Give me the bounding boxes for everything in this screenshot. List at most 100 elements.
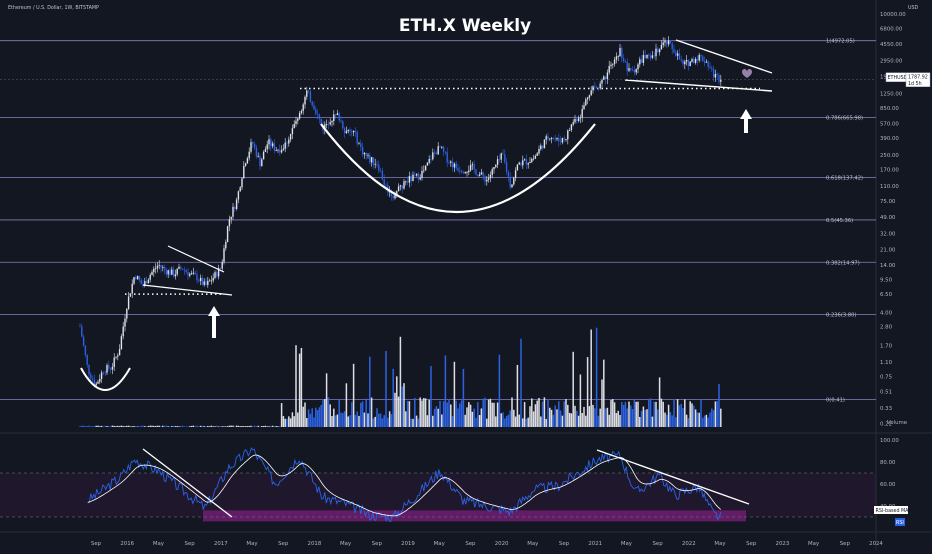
- volume-bar-343: [696, 412, 699, 427]
- candle-body-302: [622, 58, 625, 62]
- volume-bar-292: [604, 408, 607, 427]
- volume-bar-245: [520, 338, 522, 427]
- candle-body-223: [480, 172, 483, 175]
- candle-body-247: [523, 159, 526, 161]
- volume-bar-220: [475, 417, 477, 427]
- candle-body-174: [392, 195, 394, 199]
- volume-bar-112: [280, 403, 283, 427]
- candle-body-283: [588, 95, 591, 98]
- fib-label-1: 0.786(665.98): [826, 115, 863, 121]
- candle-body-232: [496, 159, 499, 165]
- candle-body-294: [608, 65, 610, 73]
- volume-bar-188: [417, 418, 420, 427]
- candle-body-224: [482, 172, 484, 177]
- y-tick-10: 170.00: [880, 168, 899, 174]
- candle-body-116: [288, 139, 290, 144]
- chart-title: ETH.X Weekly: [399, 16, 531, 36]
- x-tick-20: May: [714, 541, 726, 547]
- candle-body-188: [417, 173, 420, 180]
- volume-bar-161: [369, 356, 371, 427]
- volume-bar-93: [246, 426, 249, 427]
- candle-body-292: [604, 76, 607, 80]
- volume-bar-173: [390, 414, 393, 427]
- volume-bar-313: [642, 406, 645, 427]
- volume-bar-50: [169, 426, 171, 427]
- candle-body-261: [549, 138, 551, 140]
- candle-body-158: [363, 152, 366, 155]
- volume-bar-106: [270, 425, 272, 427]
- volume-bar-128: [309, 413, 312, 427]
- candle-body-96: [252, 142, 254, 144]
- candle-body-139: [329, 122, 331, 125]
- volume-bar-342: [694, 409, 697, 427]
- rsi-band: [0, 473, 876, 517]
- volume-bar-269: [563, 401, 565, 427]
- volume-bar-47: [163, 425, 166, 427]
- candle-body-89: [239, 187, 241, 192]
- candle-body-347: [703, 61, 706, 63]
- volume-bar-224: [482, 398, 484, 427]
- volume-bar-219: [473, 408, 475, 427]
- candle-body-195: [430, 159, 432, 160]
- volume-bar-227: [487, 399, 490, 427]
- volume-bar-15: [106, 426, 108, 427]
- candle-body-39: [149, 274, 151, 280]
- volume-bar-88: [237, 425, 240, 427]
- volume-bar-116: [288, 416, 290, 427]
- volume-bar-85: [232, 425, 234, 427]
- candle-body-6: [90, 374, 92, 379]
- candle-body-244: [518, 162, 520, 165]
- volume-bar-79: [221, 426, 223, 427]
- volume-bar-352: [712, 410, 715, 427]
- volume-bar-67: [199, 425, 202, 427]
- volume-bar-222: [478, 415, 481, 427]
- volume-bar-65: [196, 425, 198, 427]
- candle-body-142: [334, 114, 337, 116]
- candle-body-108: [273, 143, 276, 151]
- candle-body-346: [702, 56, 704, 62]
- candle-body-328: [669, 40, 672, 44]
- volume-bar-196: [432, 415, 434, 427]
- trendline-lower-2016: [142, 284, 233, 296]
- candle-body-25: [124, 318, 126, 327]
- y-tick-7: 570.00: [880, 121, 899, 127]
- candle-body-276: [576, 118, 578, 121]
- candle-body-303: [624, 61, 627, 63]
- rsi-badge: [895, 518, 905, 526]
- candle-body-335: [682, 60, 684, 65]
- volume-bar-218: [471, 411, 474, 427]
- volume-bar-138: [327, 397, 330, 427]
- candle-body-272: [568, 130, 571, 131]
- volume-bar-56: [180, 425, 182, 427]
- candle-body-282: [586, 97, 589, 100]
- volume-bar-298: [615, 413, 618, 427]
- candle-body-269: [563, 138, 565, 140]
- volume-bar-39: [149, 425, 151, 427]
- candle-body-74: [212, 277, 214, 281]
- candle-body-103: [264, 149, 267, 152]
- volume-bar-53: [174, 426, 177, 427]
- volume-bar-61: [189, 426, 191, 427]
- volume-bar-275: [574, 405, 576, 427]
- candle-body-264: [554, 138, 556, 140]
- volume-bar-158: [363, 412, 366, 427]
- candle-body-263: [552, 138, 555, 140]
- candle-body-273: [570, 124, 573, 131]
- volume-bar-299: [617, 410, 619, 427]
- y-tick-13: 49.00: [880, 215, 896, 221]
- candle-body-134: [320, 118, 322, 125]
- candle-body-112: [280, 150, 283, 153]
- volume-bar-18: [111, 425, 114, 427]
- trendline-lower-2022: [624, 79, 773, 92]
- volume-bar-273: [570, 413, 573, 427]
- candle-body-212: [460, 171, 463, 173]
- candle-body-253: [534, 155, 537, 159]
- candle-body-243: [516, 164, 519, 171]
- x-tick-9: Sep: [372, 541, 383, 547]
- volume-bar-22: [118, 426, 121, 427]
- volume-bar-290: [601, 379, 603, 427]
- volume-bar-31: [135, 426, 137, 427]
- volume-bar-27: [127, 425, 130, 427]
